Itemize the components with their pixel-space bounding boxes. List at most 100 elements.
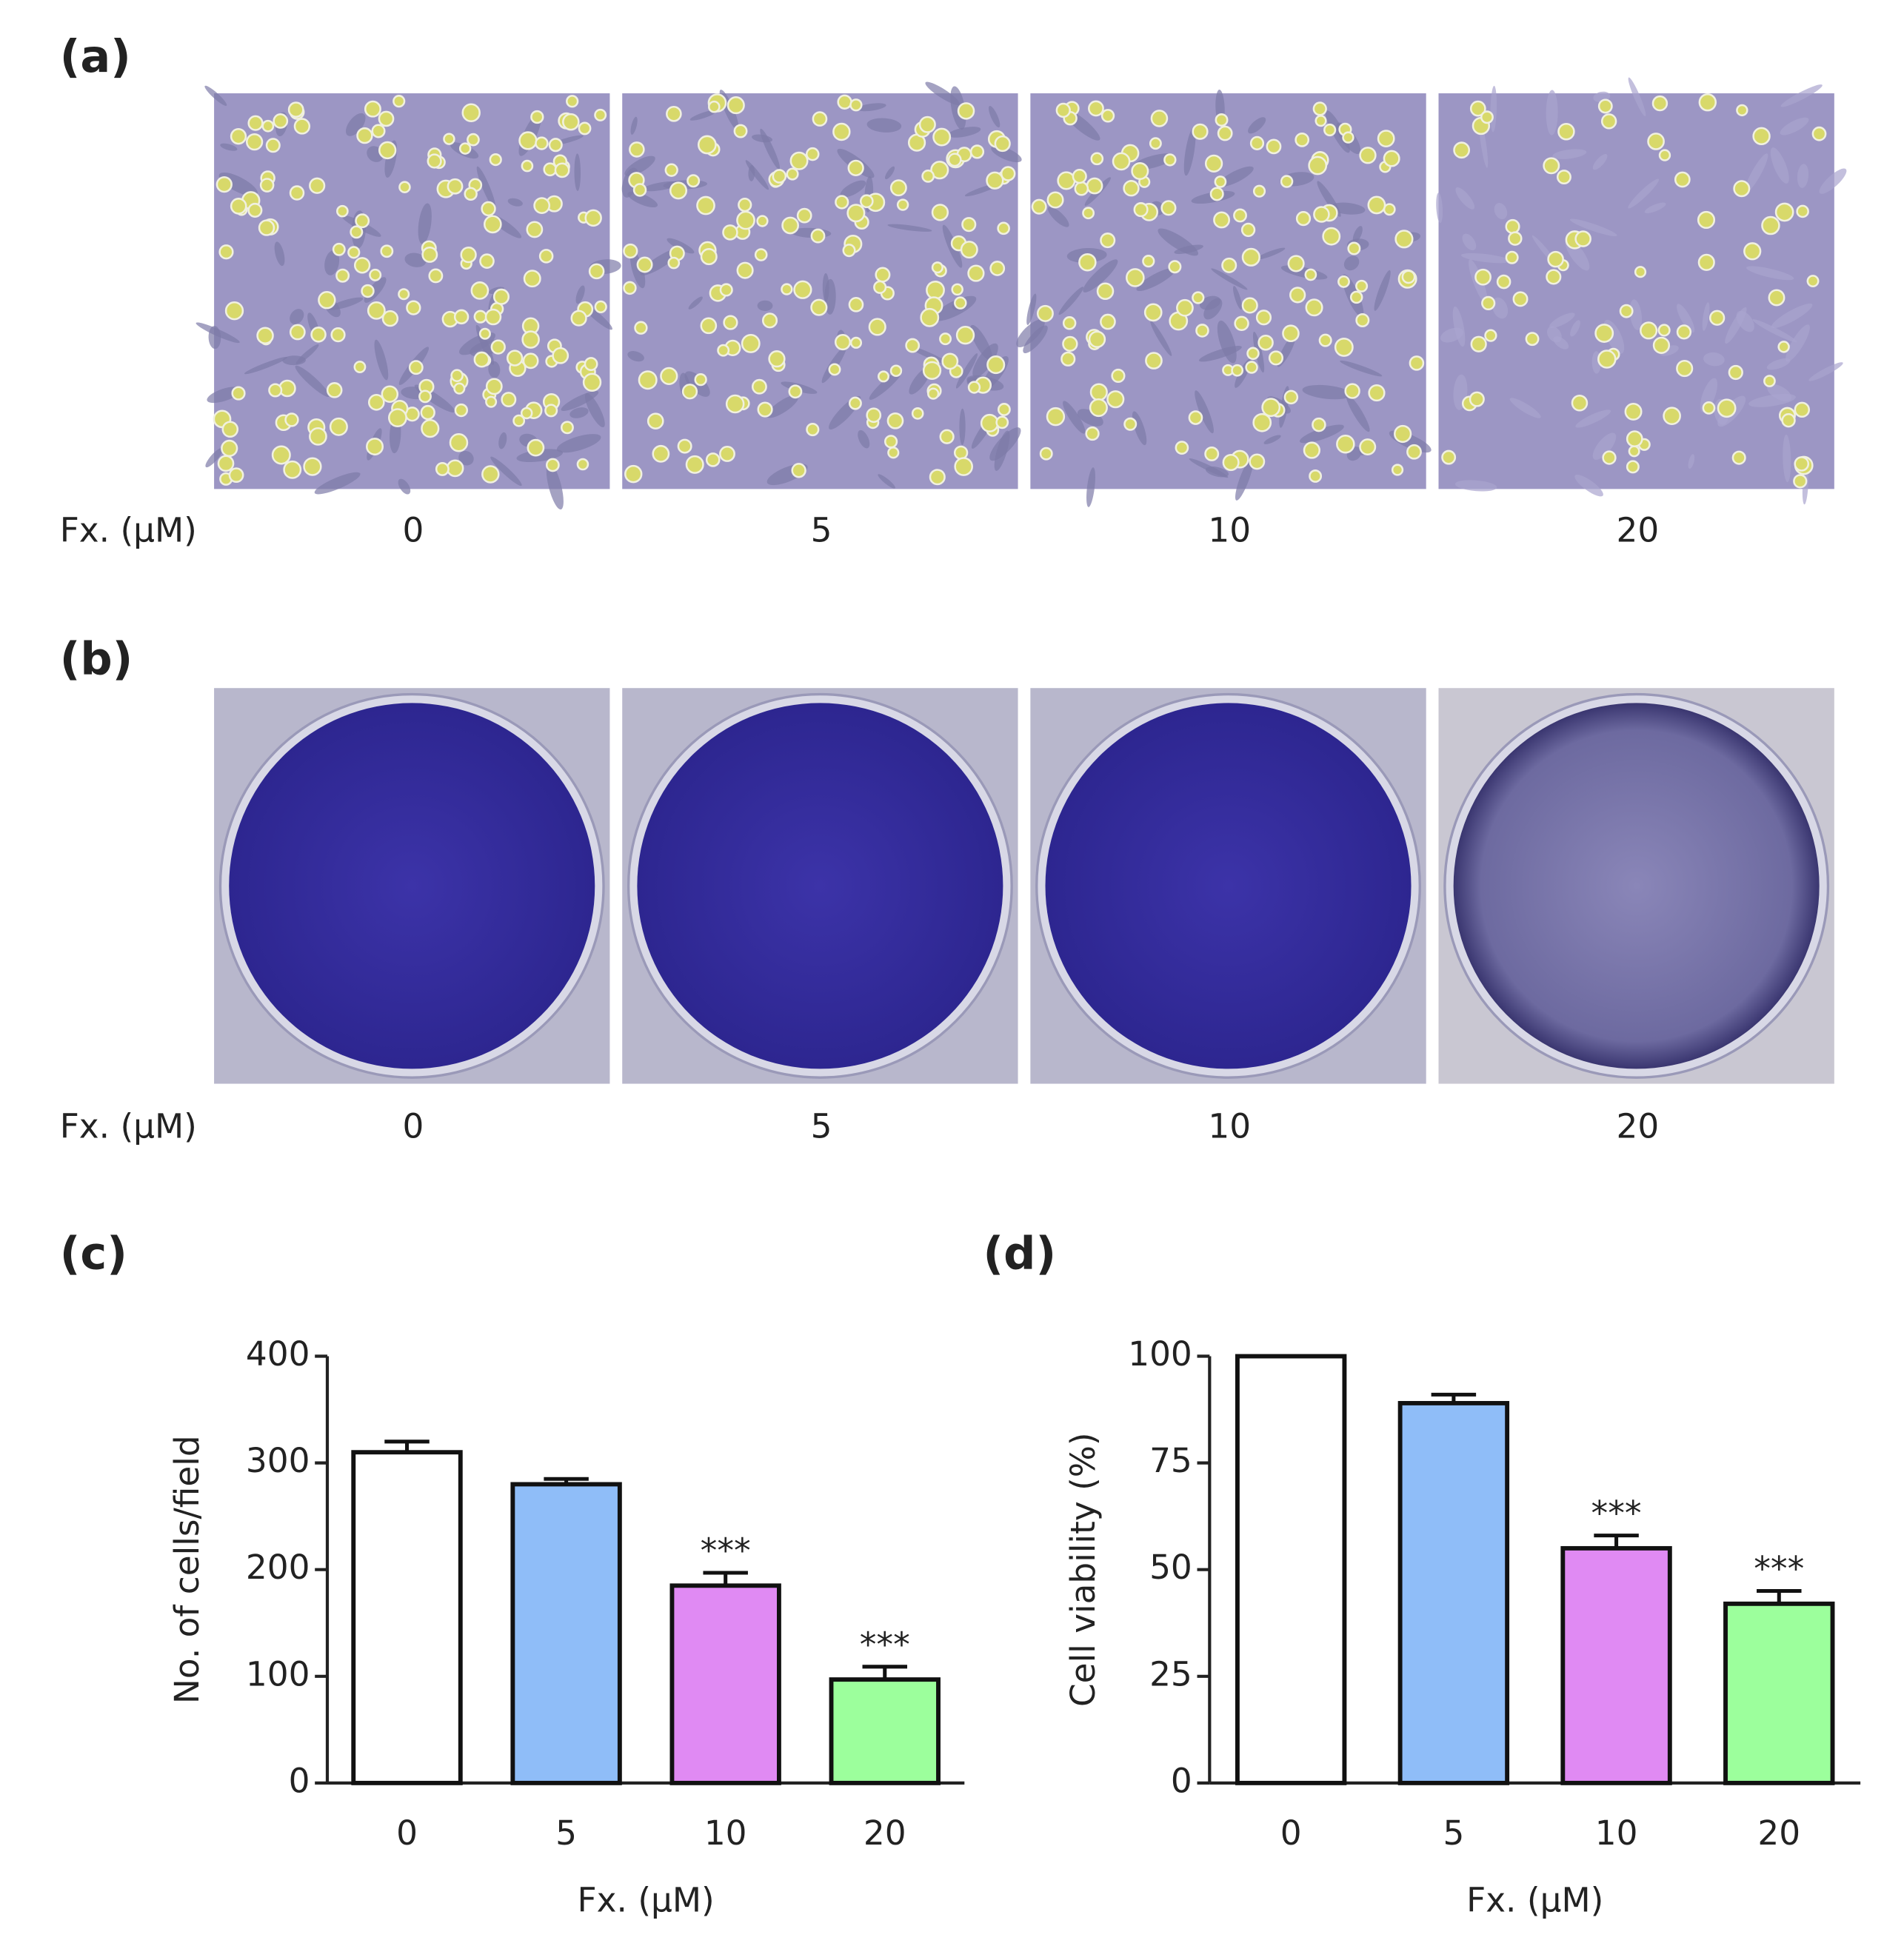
cell-body [1783,434,1791,483]
stained-well [1453,703,1820,1069]
cell [723,315,738,330]
cell [1794,401,1811,418]
cell-body [220,143,238,151]
cell-body [1083,259,1118,292]
cell-body [1746,266,1794,281]
cell [926,280,945,300]
cell [1303,441,1320,459]
cell [512,414,526,427]
cell-body [1302,384,1352,400]
cell [1658,149,1671,161]
cell [287,101,304,118]
cell-body [1195,390,1214,434]
cell [1628,445,1640,458]
cell [420,404,435,421]
cell [859,194,874,209]
cell [421,246,438,263]
cell [1176,298,1194,317]
cell-body [1629,299,1643,330]
cell-body [1132,411,1147,446]
cell [1743,242,1762,261]
cell [371,124,386,138]
dish-photo [622,688,1018,1084]
cell-body [1189,458,1229,478]
cell [1217,125,1233,141]
photo-bg [1438,93,1834,489]
cell [521,330,540,349]
cell-body [1256,247,1286,260]
cell [889,179,907,197]
cell-body [546,462,564,510]
cell-body [1677,304,1695,333]
cell [453,382,466,395]
cell [1160,200,1177,216]
cell [810,298,828,316]
significance: *** [701,1531,751,1571]
cell [258,219,275,236]
cell-body [1352,226,1363,243]
cell [449,433,469,452]
bar [829,1677,941,1785]
cell [1480,110,1494,124]
cell-body [1063,401,1086,434]
cell [1046,407,1066,427]
cell [1245,361,1258,374]
cell [484,308,502,326]
bar [1723,1601,1835,1785]
cell [1308,156,1328,175]
cell [1082,207,1095,220]
cell [1086,177,1103,195]
cell [1123,180,1140,197]
cell [1391,464,1404,476]
cell [1543,157,1560,175]
cell [708,100,721,113]
cell-body [1436,193,1443,224]
cell [951,283,963,296]
cell [1112,152,1131,171]
cell [289,185,305,201]
cell [570,310,587,327]
cell [473,310,487,324]
cell [866,407,882,424]
cell-body [476,166,496,209]
cell [883,435,898,449]
cell [922,361,942,380]
cell [1441,449,1457,465]
y-tick-label: 300 [246,1441,310,1480]
cell-body [745,160,769,190]
cell [961,217,977,233]
cell [1761,215,1780,235]
cell [522,352,539,370]
cell [588,263,605,280]
cell [538,249,554,264]
cell [303,457,322,476]
cell [696,195,715,215]
cell [256,327,274,344]
cell [271,445,291,465]
cell [443,133,455,145]
cell-body [1702,302,1710,331]
cell [1252,412,1272,432]
cell [931,261,943,274]
cell [1126,268,1145,287]
cell-photo [621,81,1022,489]
cell [789,151,809,170]
cell-body [1725,307,1747,344]
cell [1796,204,1809,218]
cell [1266,138,1282,155]
cell [1505,250,1519,264]
bar [1560,1545,1672,1785]
y-tick-label: 0 [1171,1761,1192,1800]
cell [1469,391,1485,407]
cell-body [627,191,658,208]
cell [1312,101,1327,116]
cell [931,204,949,221]
cell-body [1023,325,1048,354]
cell [886,412,904,429]
cell [878,370,889,383]
cell-body [1492,297,1509,319]
cell [1394,424,1412,444]
y-axis-label: Cell viability (%) [1063,1432,1103,1707]
dish-photo [214,688,610,1084]
significance: *** [860,1625,910,1664]
